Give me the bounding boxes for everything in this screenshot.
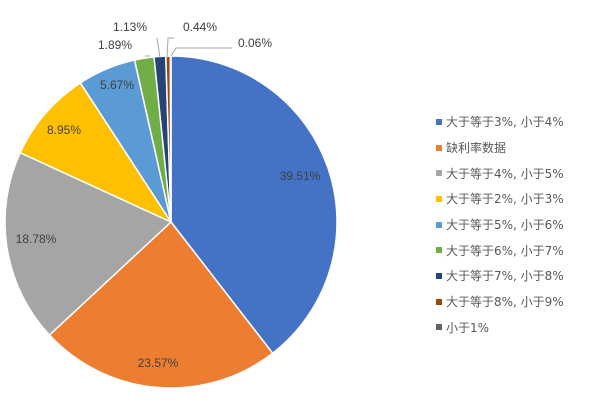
legend-label: 大于等于4%, 小于5% — [446, 166, 564, 181]
legend-swatch — [436, 298, 442, 305]
legend-swatch — [436, 221, 442, 228]
data-label: 23.57% — [138, 356, 179, 370]
legend-item: 小于1% — [436, 315, 564, 341]
data-label: 1.13% — [113, 20, 147, 34]
legend-item: 大于等于8%, 小于9% — [436, 289, 564, 315]
legend-swatch — [436, 324, 442, 331]
legend-item: 大于等于2%, 小于3% — [436, 186, 564, 212]
pie-slice — [48, 220, 274, 389]
legend-label: 小于1% — [446, 320, 490, 335]
legend-label: 缺利率数据 — [446, 141, 507, 156]
legend-item: 大于等于6%, 小于7% — [436, 237, 564, 263]
leader-line — [156, 37, 161, 59]
data-label: 5.67% — [100, 78, 134, 92]
legend-label: 大于等于6%, 小于7% — [446, 243, 564, 258]
legend-label: 大于等于8%, 小于9% — [446, 295, 564, 310]
legend-item: 大于等于7%, 小于8% — [436, 263, 564, 289]
legend-label: 大于等于2%, 小于3% — [446, 192, 564, 207]
legend-label: 大于等于5%, 小于6% — [446, 218, 564, 233]
leader-line — [166, 37, 174, 59]
data-label: 8.95% — [47, 123, 81, 137]
legend-label: 大于等于3%, 小于4% — [446, 115, 564, 130]
pie-slice — [19, 81, 174, 224]
pie-slice — [170, 55, 338, 355]
data-label: 18.78% — [16, 232, 57, 246]
legend-swatch — [436, 195, 442, 202]
legend-swatch — [436, 272, 442, 279]
legend-item: 大于等于3%, 小于4% — [436, 109, 564, 135]
data-label: 0.06% — [238, 36, 272, 50]
pie-slice — [169, 55, 172, 223]
chart-legend: 大于等于3%, 小于4% 缺利率数据大于等于4%, 小于5% 大于等于2%, 小于3… — [436, 109, 564, 340]
legend-item: 缺利率数据 — [436, 135, 564, 161]
data-label: 0.44% — [183, 20, 217, 34]
leader-line — [170, 47, 232, 57]
legend-item: 大于等于4%, 小于5% — [436, 160, 564, 186]
data-label: 1.89% — [98, 38, 132, 52]
legend-swatch — [436, 118, 442, 125]
legend-label: 大于等于7%, 小于8% — [446, 269, 564, 284]
legend-swatch — [436, 247, 442, 254]
legend-swatch — [436, 144, 442, 151]
legend-swatch — [436, 170, 442, 177]
pie-slice — [4, 151, 173, 337]
legend-item: 大于等于5%, 小于6% — [436, 212, 564, 238]
data-label: 39.51% — [280, 169, 321, 183]
